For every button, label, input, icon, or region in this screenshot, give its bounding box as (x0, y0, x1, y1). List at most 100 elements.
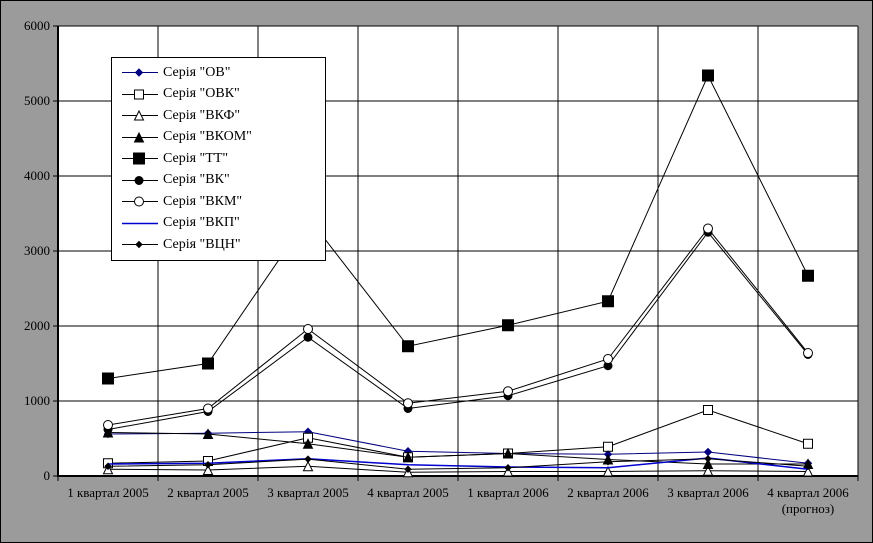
legend-marker-tt-icon (122, 152, 158, 165)
legend-label-ov: Серія "ОВ" (163, 64, 231, 80)
legend-item-tt: Серія "ТТ" (122, 148, 319, 170)
legend-item-vtsn: Серія "ВЦН" (122, 234, 319, 256)
series-vkm-circle-marker-icon (403, 398, 413, 409)
series-ovk-square-marker-icon (134, 89, 144, 100)
y-tick-label: 3000 (24, 243, 50, 258)
legend-label-ovk: Серія "ОВК" (163, 86, 240, 102)
series-tt-square-marker-icon (102, 372, 114, 385)
legend-marker-ov-icon (122, 68, 158, 77)
legend-label-vkom: Серія "ВКОМ" (163, 129, 252, 145)
series-vtsn-diamond-marker-icon (404, 465, 412, 473)
y-tick-label: 0 (43, 468, 51, 483)
series-vtsn-diamond-marker-icon (304, 455, 312, 463)
series-vkm-circle-marker-icon (703, 223, 713, 234)
x-tick-label: 1 квартал 2005 (67, 485, 149, 500)
series-vkf-triangle-marker-icon (602, 465, 614, 477)
series-ovk-square-marker-icon (803, 438, 813, 449)
legend-label-vtsn: Серія "ВЦН" (163, 236, 241, 252)
legend: Серія "ОВ" Серія "ОВК" Серія "ВКФ" Серія "В… (111, 57, 326, 261)
x-tick-label: 4 квартал 2006 (прогноз) (767, 485, 849, 516)
legend-marker-vkp-icon (122, 222, 158, 224)
series-tt-line (107, 74, 809, 379)
series-vkom-triangle-marker-icon (502, 447, 514, 459)
legend-marker-vkf-icon (122, 110, 158, 121)
series-vkm-circle-marker-icon (503, 386, 513, 397)
x-tick-label: 4 квартал 2005 (367, 485, 449, 500)
legend-marker-vkom-icon (122, 131, 158, 143)
legend-item-vk: Серія "ВК" (122, 170, 319, 192)
y-tick-label: 4000 (24, 168, 50, 183)
series-tt-square-marker-icon (702, 69, 714, 82)
series-vk-circle-marker-icon (134, 175, 144, 185)
series-vtsn-line (107, 458, 809, 470)
series-vkm-circle-marker-icon (603, 354, 613, 364)
legend-label-vk: Серія "ВК" (163, 172, 230, 188)
legend-marker-vtsn-icon (122, 241, 158, 249)
series-vkom-triangle-marker-icon (133, 131, 145, 143)
x-tick-label: 2 квартал 2005 (167, 485, 249, 500)
legend-item-vkp: Серія "ВКП" (122, 213, 319, 235)
series-vk-line (107, 231, 809, 430)
y-tick-label: 5000 (24, 93, 50, 108)
series-tt-square-marker-icon (133, 152, 145, 165)
series-vkom-triangle-marker-icon (702, 458, 714, 469)
legend-label-vkf: Серія "ВКФ" (163, 107, 241, 123)
y-tick-label: 2000 (24, 318, 50, 333)
series-vtsn-diamond-marker-icon (104, 462, 112, 470)
series-vtsn-diamond-marker-icon (804, 462, 812, 470)
series-vkf-triangle-marker-icon (802, 465, 814, 477)
legend-marker-vk-icon (122, 175, 158, 185)
series-vtsn-diamond-marker-icon (135, 241, 143, 249)
series-tt-square-marker-icon (602, 295, 614, 308)
legend-label-vkp: Серія "ВКП" (163, 215, 240, 231)
series-vkf-line (107, 465, 809, 473)
series-vk-circle-marker-icon (303, 332, 313, 342)
series-vtsn-diamond-marker-icon (204, 461, 212, 469)
series-vkf-triangle-marker-icon (702, 465, 714, 476)
series-vkf-triangle-marker-icon (202, 464, 214, 475)
series-ov-line (107, 431, 809, 464)
y-tick-label: 1000 (24, 393, 50, 408)
series-vtsn (104, 455, 812, 473)
series-vkm (103, 223, 813, 430)
series-tt-square-marker-icon (202, 357, 214, 370)
series-tt-square-marker-icon (802, 269, 814, 282)
series-ovk-square-marker-icon (703, 405, 713, 415)
legend-label-vkm: Серія "ВКМ" (163, 193, 243, 209)
x-tick-label: 3 квартал 2005 (267, 485, 349, 500)
series-vtsn-diamond-marker-icon (504, 464, 512, 472)
series-vkf-triangle-marker-icon (502, 465, 514, 477)
x-tick-label: 1 квартал 2006 (467, 485, 549, 500)
series-vtsn-diamond-marker-icon (704, 455, 712, 463)
series-vkom-triangle-marker-icon (402, 451, 414, 463)
legend-item-vkm: Серія "ВКМ" (122, 191, 319, 213)
series-vkom-triangle-marker-icon (202, 428, 214, 439)
legend-label-tt: Серія "ТТ" (163, 150, 229, 166)
series-tt-square-marker-icon (502, 319, 514, 332)
legend-item-ov: Серія "ОВ" (122, 62, 319, 84)
series-ov-diamond-marker-icon (134, 68, 144, 77)
series-vkom-triangle-marker-icon (302, 438, 314, 449)
series-ovk-square-marker-icon (603, 441, 613, 452)
series-vkm-circle-marker-icon (103, 420, 113, 430)
series-tt-square-marker-icon (402, 340, 414, 353)
legend-marker-vkm-icon (122, 196, 158, 207)
x-tick-label: 2 квартал 2006 (567, 485, 649, 500)
x-tick-label: 3 квартал 2006 (667, 485, 749, 500)
series-vtsn-diamond-marker-icon (604, 458, 612, 466)
series-vkf (102, 460, 814, 478)
legend-item-ovk: Серія "ОВК" (122, 84, 319, 106)
series-vkf-triangle-marker-icon (302, 460, 314, 472)
legend-item-vkom: Серія "ВКОМ" (122, 127, 319, 149)
series-vkm-circle-marker-icon (803, 348, 813, 358)
series-vkf-triangle-marker-icon (133, 110, 145, 121)
legend-marker-ovk-icon (122, 89, 158, 100)
series-vkm-circle-marker-icon (303, 324, 313, 334)
y-tick-label: 6000 (24, 18, 50, 33)
series-vkm-circle-marker-icon (203, 403, 213, 414)
series-vkm-line (107, 227, 809, 426)
legend-item-vkf: Серія "ВКФ" (122, 105, 319, 127)
series-vkom-line (107, 432, 808, 465)
series-vkm-circle-marker-icon (134, 196, 144, 207)
